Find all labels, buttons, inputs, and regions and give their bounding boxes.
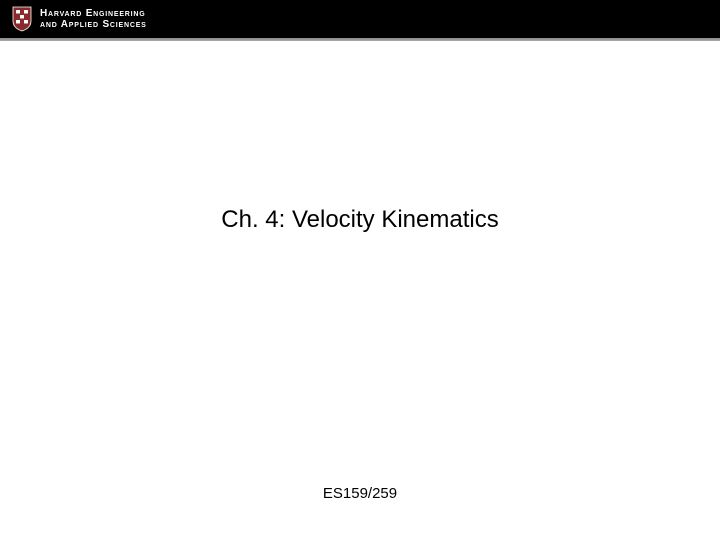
slide-title: Ch. 4: Velocity Kinematics bbox=[0, 206, 720, 234]
institution-line-2: and Applied Sciences bbox=[40, 19, 147, 30]
harvard-shield-icon bbox=[12, 6, 32, 32]
slide-body: Ch. 4: Velocity Kinematics ES159/259 bbox=[0, 41, 720, 540]
institution-logo-block: Harvard Engineering and Applied Sciences bbox=[12, 6, 147, 32]
course-code: ES159/259 bbox=[0, 485, 720, 502]
institution-line-1: Harvard Engineering bbox=[40, 8, 147, 19]
header-bar: Harvard Engineering and Applied Sciences bbox=[0, 0, 720, 38]
institution-name: Harvard Engineering and Applied Sciences bbox=[40, 8, 147, 30]
